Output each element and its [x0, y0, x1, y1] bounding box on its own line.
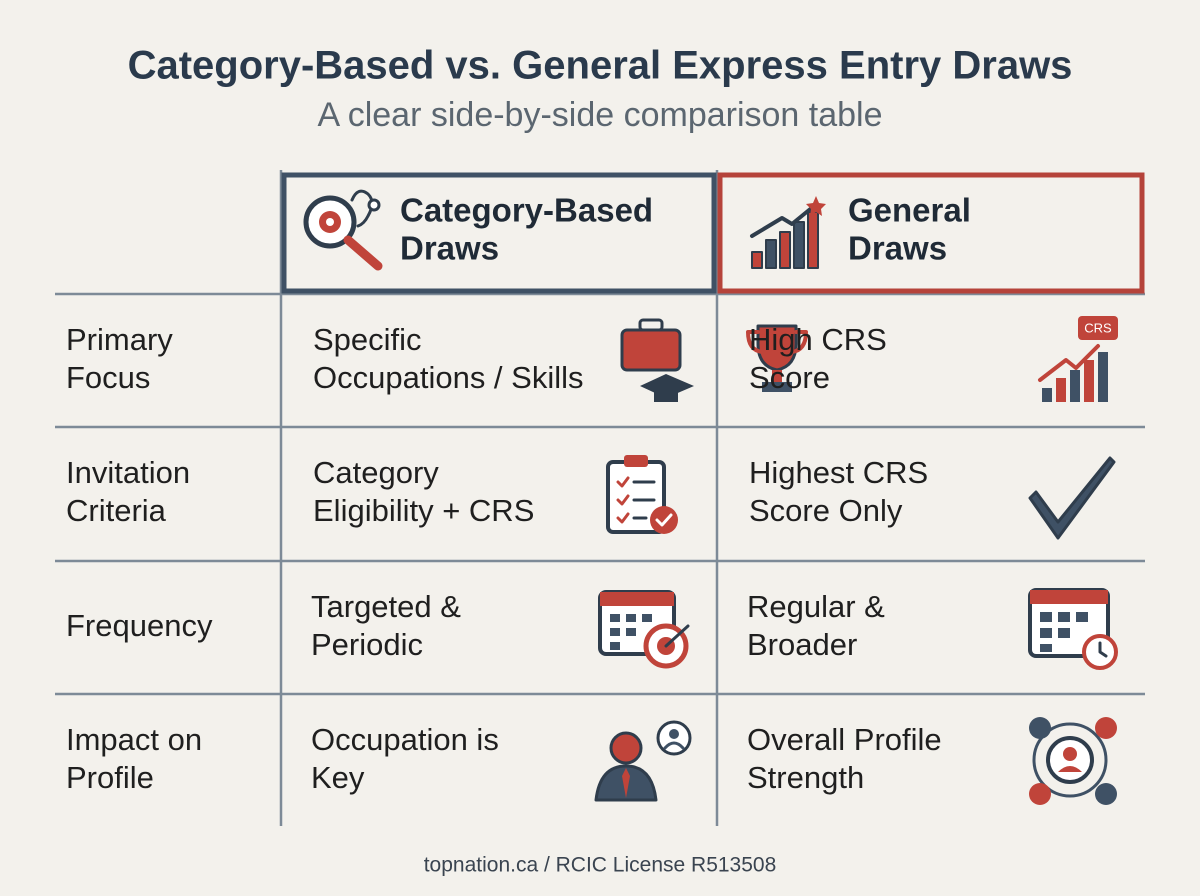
cell-text: Specific [313, 322, 422, 357]
row-label: Criteria [66, 493, 167, 528]
cell-text: Key [311, 760, 365, 795]
header-box [281, 172, 717, 294]
column-header: Draws [848, 230, 947, 267]
cell-text: Periodic [311, 627, 423, 662]
column-header: Draws [400, 230, 499, 267]
icon-network [1029, 717, 1117, 805]
icon-calendar-clock [1028, 588, 1118, 670]
icon-briefcase [620, 318, 694, 402]
cell-text: Highest CRS [749, 455, 928, 490]
icons [303, 189, 1118, 805]
cell-text: Occupation is [311, 722, 499, 757]
cell-text: Score [749, 360, 830, 395]
icon-chart [750, 196, 826, 269]
icon-check [1028, 456, 1116, 540]
icon-trophy [746, 324, 808, 392]
header-box [717, 172, 1145, 294]
row-label: Focus [66, 360, 150, 395]
row-label: Impact on [66, 722, 202, 757]
cell-text: Occupations / Skills [313, 360, 584, 395]
icon-calendar-target [598, 590, 690, 669]
footer: topnation.ca / RCIC License R513508 [424, 854, 777, 877]
cell-text: Strength [747, 760, 864, 795]
cell-text: Score Only [749, 493, 903, 528]
row-label: Profile [66, 760, 154, 795]
icon-person [594, 720, 692, 802]
cell-text: High CRS [749, 322, 887, 357]
icon-crs-chart [1038, 316, 1118, 402]
column-header: Category-Based [400, 192, 653, 229]
row-label: Invitation [66, 455, 190, 490]
cell-text: Category [313, 455, 439, 490]
cell-text: Targeted & [311, 589, 461, 624]
cell-text: Overall Profile [747, 722, 942, 757]
grid [55, 170, 1145, 826]
badge-label: CRS [1084, 320, 1112, 335]
cell-text: Broader [747, 627, 857, 662]
row-label: Primary [66, 322, 173, 357]
column-header: General [848, 192, 971, 229]
subtitle: A clear side-by-side comparison table [317, 96, 882, 134]
cell-text: Eligibility + CRS [313, 493, 534, 528]
title: Category-Based vs. General Express Entry… [128, 44, 1073, 88]
cell-text: Regular & [747, 589, 885, 624]
row-label: Frequency [66, 608, 213, 643]
icon-magnifier [303, 189, 383, 271]
icon-clipboard [606, 455, 678, 534]
